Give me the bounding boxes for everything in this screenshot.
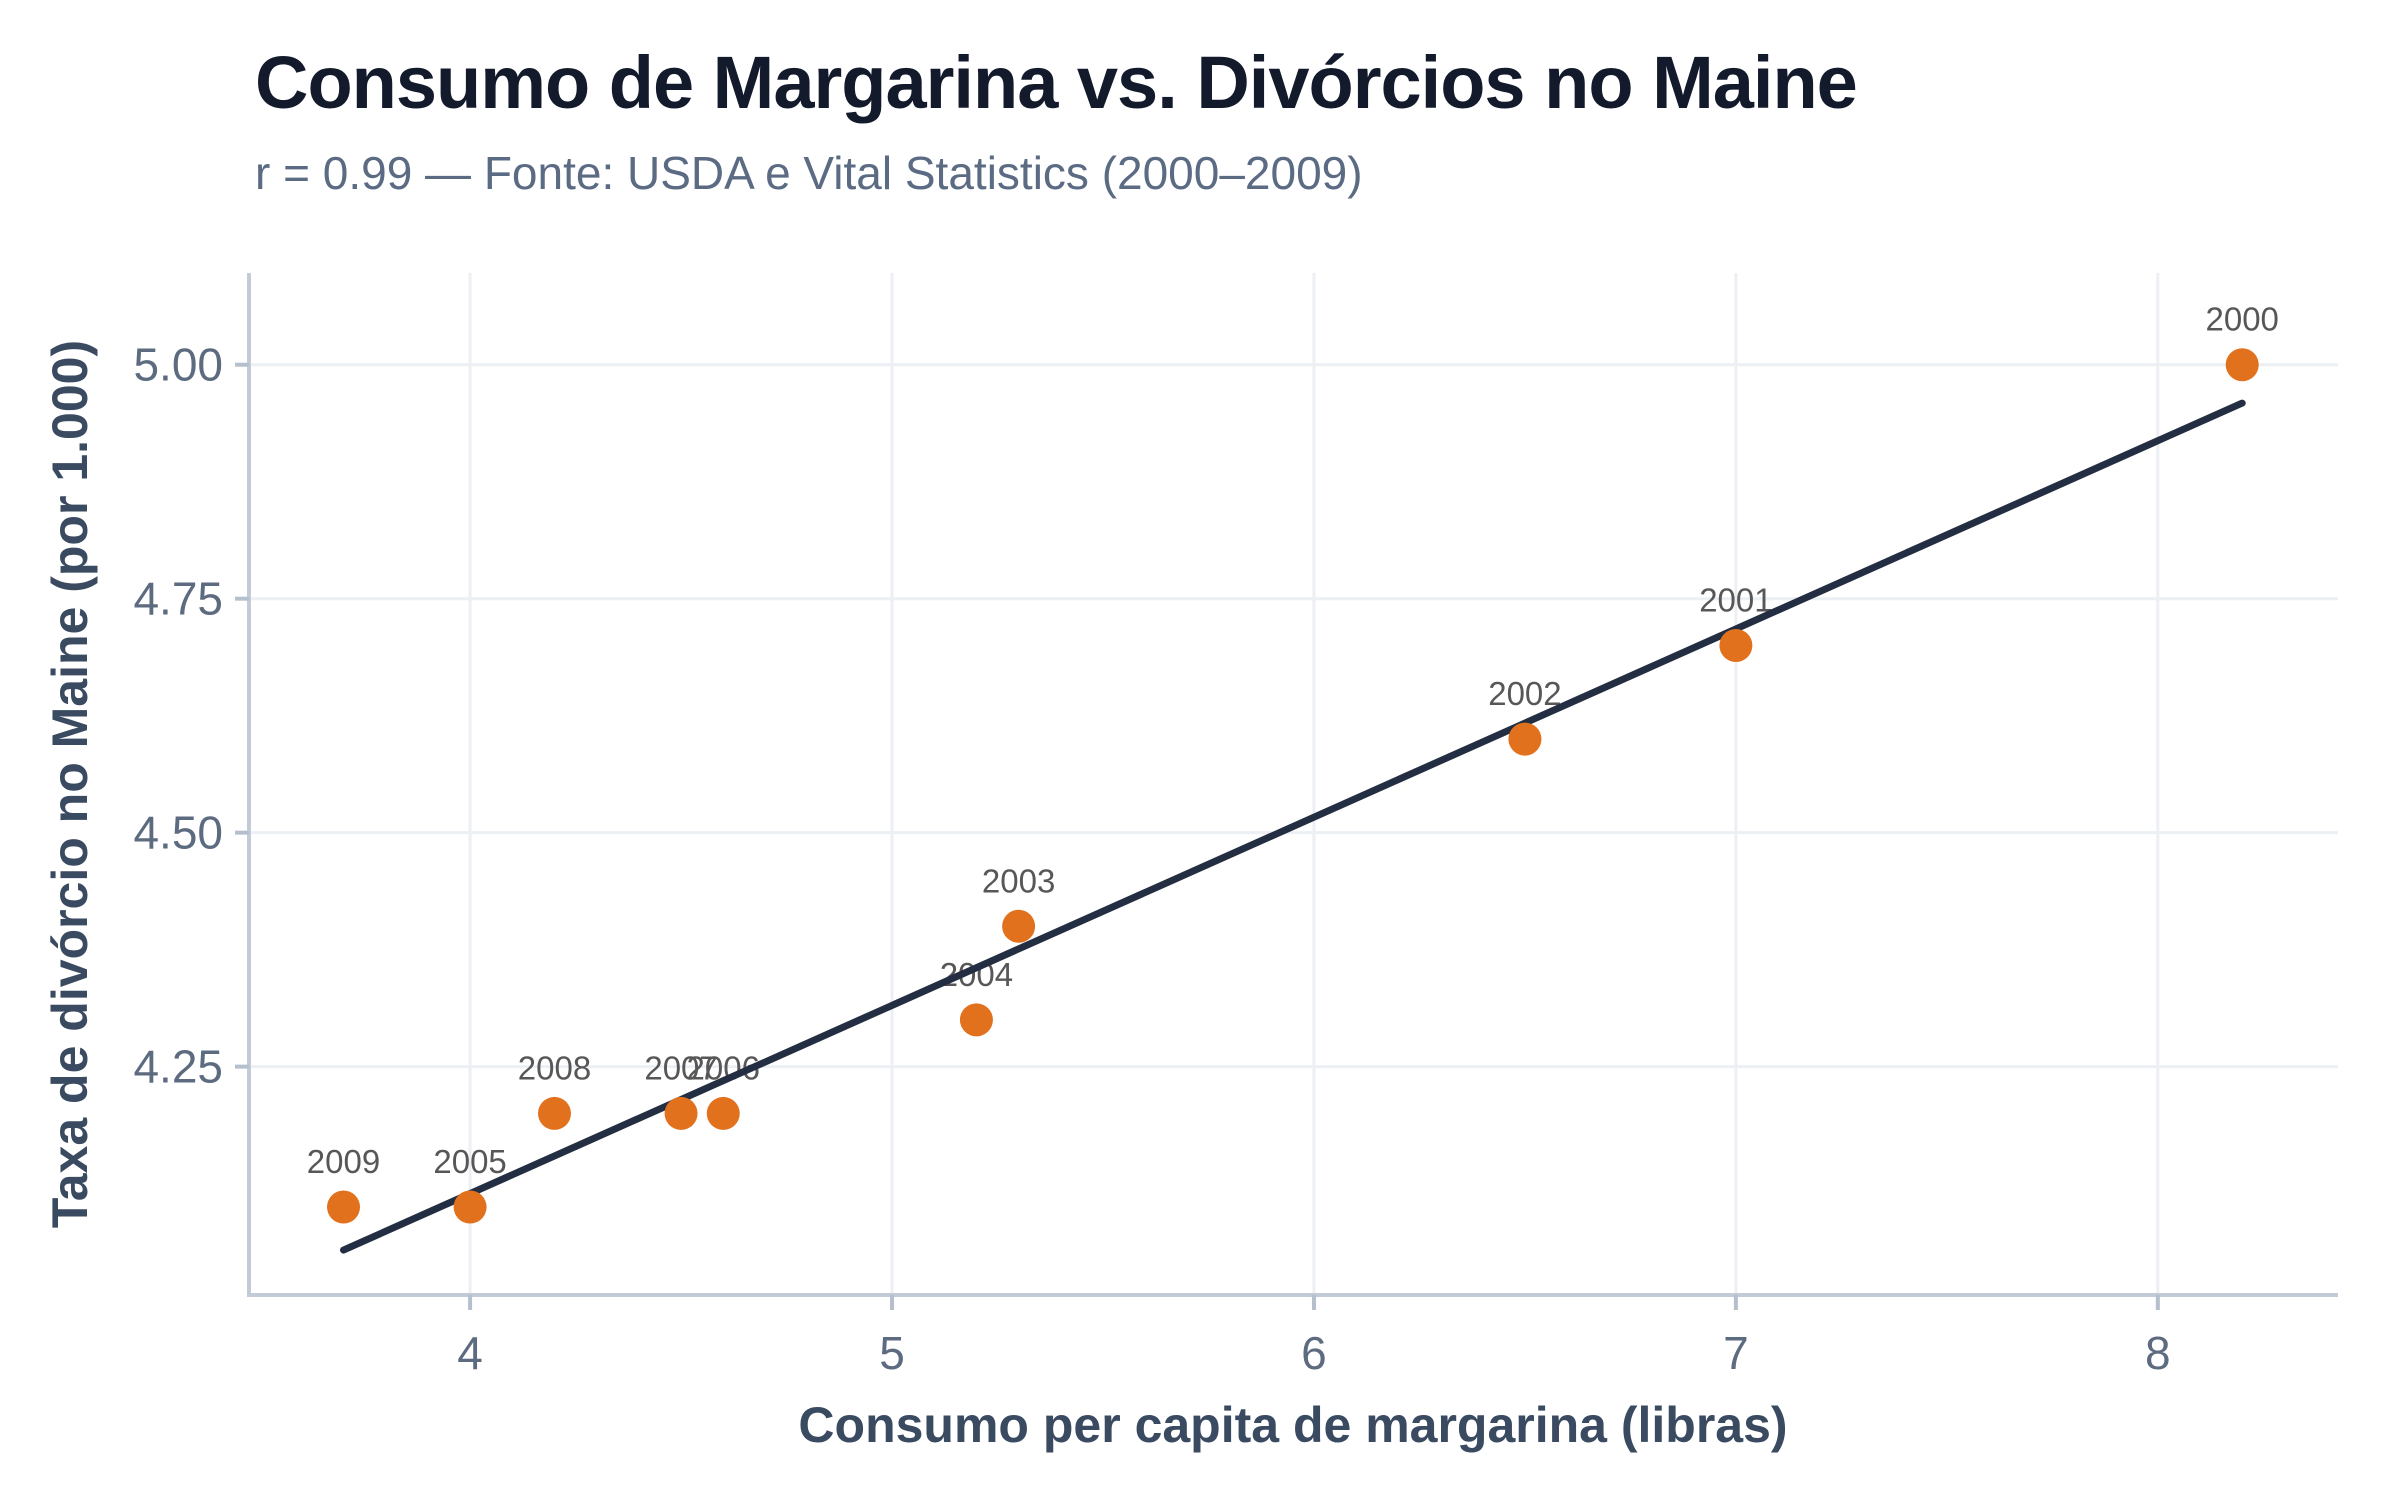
data-point-2007 [664,1096,698,1130]
x-tick-label-4: 4 [457,1327,483,1379]
point-label-2008: 2008 [518,1049,591,1086]
y-tick-label-4.25: 4.25 [133,1041,223,1093]
point-label-2005: 2005 [433,1143,506,1180]
x-axis-title: Consumo per capita de margarina (libras) [798,1397,1788,1453]
chart-title: Consumo de Margarina vs. Divórcios no Ma… [255,41,1858,124]
chart-subtitle: r = 0.99 — Fonte: USDA e Vital Statistic… [255,147,1363,199]
y-tick-label-5.00: 5.00 [133,339,223,391]
y-tick-label-4.75: 4.75 [133,573,223,625]
data-point-2000 [2225,348,2259,382]
y-axis-title: Taxa de divórcio no Maine (por 1.000) [42,339,98,1229]
data-point-2002 [1508,722,1542,756]
x-tick-label-5: 5 [879,1327,905,1379]
data-point-2001 [1719,628,1753,662]
x-tick-label-8: 8 [2145,1327,2171,1379]
point-label-2004: 2004 [940,956,1013,993]
point-label-2003: 2003 [982,862,1055,899]
data-point-2008 [537,1096,571,1130]
data-point-2004 [959,1003,993,1037]
data-point-2006 [706,1096,740,1130]
point-label-2007: 2007 [644,1049,717,1086]
x-tick-label-6: 6 [1301,1327,1327,1379]
data-point-2009 [327,1190,361,1224]
point-label-2009: 2009 [307,1143,380,1180]
x-tick-label-7: 7 [1723,1327,1749,1379]
data-point-2003 [1002,909,1036,943]
data-point-2005 [453,1190,487,1224]
point-label-2000: 2000 [2206,301,2279,338]
trend-line [340,399,2246,1254]
y-tick-label-4.50: 4.50 [133,807,223,859]
point-label-2001: 2001 [1699,581,1772,618]
point-label-2002: 2002 [1488,675,1561,712]
